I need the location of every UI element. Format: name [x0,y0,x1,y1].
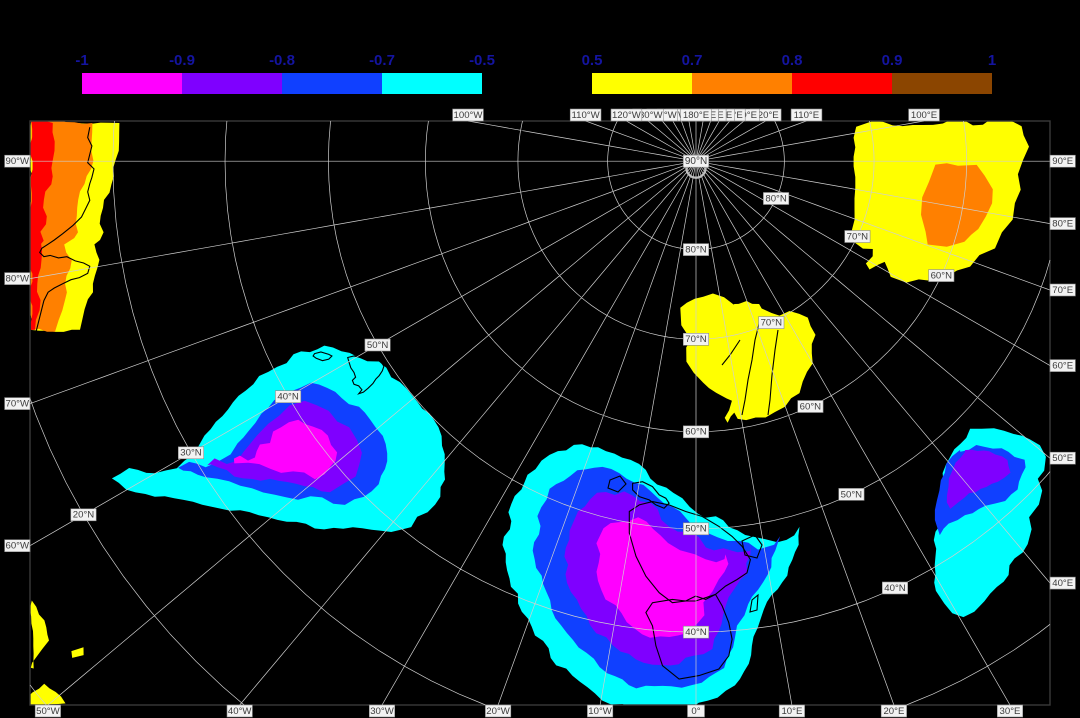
svg-text:110°W: 110°W [572,110,601,121]
svg-text:30°E: 30°E [1000,706,1021,717]
svg-text:60°N: 60°N [931,271,953,282]
svg-text:80°N: 80°N [685,245,707,256]
svg-text:0°: 0° [691,706,700,717]
svg-text:-0.9: -0.9 [169,52,195,69]
svg-text:10°E: 10°E [781,706,802,717]
svg-text:0.8: 0.8 [782,52,803,69]
svg-text:50°N: 50°N [367,340,389,351]
svg-text:50°E: 50°E [1052,453,1073,464]
svg-text:180°E: 180°E [683,110,709,121]
svg-text:-1: -1 [75,52,88,69]
svg-text:120°W: 120°W [612,110,642,121]
svg-text:0.7: 0.7 [682,52,703,69]
svg-text:90°W: 90°W [6,156,31,167]
svg-text:60°N: 60°N [685,427,707,438]
svg-text:0.9: 0.9 [882,52,903,69]
svg-text:60°N: 60°N [800,401,822,412]
svg-text:110°E: 110°E [794,110,820,121]
svg-text:80°W: 80°W [6,274,31,285]
svg-text:20°W: 20°W [486,706,511,717]
svg-text:50°W: 50°W [36,706,61,717]
svg-text:40°N: 40°N [884,583,906,594]
svg-text:50°N: 50°N [685,524,707,535]
svg-text:80°N: 80°N [765,193,787,204]
svg-text:20°E: 20°E [883,706,904,717]
svg-text:-0.5: -0.5 [469,52,495,69]
svg-text:70°E: 70°E [1052,285,1073,296]
svg-text:30°N: 30°N [180,448,202,459]
svg-text:-0.8: -0.8 [269,52,295,69]
svg-text:100°W: 100°W [454,110,484,121]
svg-text:80°E: 80°E [1052,219,1073,230]
svg-text:40°N: 40°N [685,627,707,638]
svg-text:90°E: 90°E [1052,156,1073,167]
svg-text:0.5: 0.5 [582,52,603,69]
svg-text:40°N: 40°N [277,392,299,403]
svg-text:100°E: 100°E [911,110,937,121]
svg-text:30°W: 30°W [370,706,395,717]
svg-text:20°N: 20°N [73,510,95,521]
svg-text:70°N: 70°N [685,334,707,345]
svg-text:60°E: 60°E [1052,361,1073,372]
svg-text:70°W: 70°W [6,399,31,410]
svg-text:70°N: 70°N [761,318,783,329]
svg-text:90°N: 90°N [685,156,707,167]
svg-text:70°N: 70°N [847,231,869,242]
svg-text:50°N: 50°N [841,489,863,500]
svg-text:60°W: 60°W [6,541,31,552]
svg-text:10°W: 10°W [588,706,613,717]
svg-text:40°E: 40°E [1052,578,1073,589]
svg-text:-0.7: -0.7 [369,52,395,69]
svg-text:40°W: 40°W [228,706,253,717]
svg-text:1: 1 [988,52,996,69]
